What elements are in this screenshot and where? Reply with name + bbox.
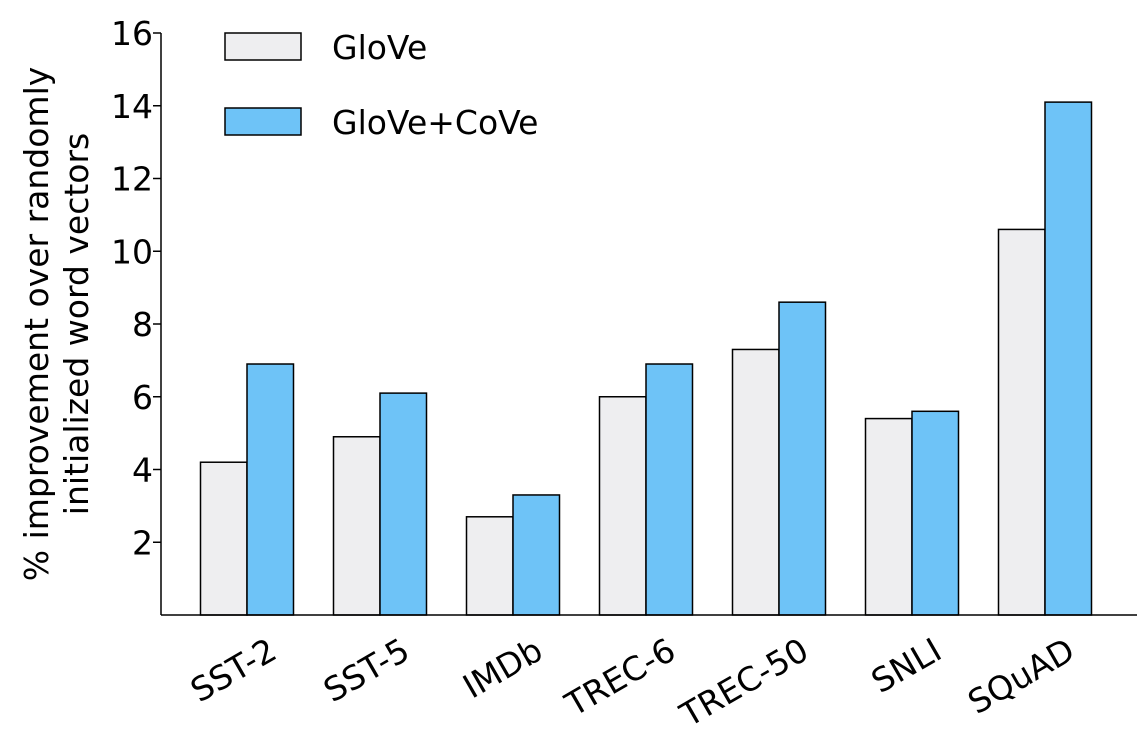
- bar-glove-snli: [864, 417, 913, 616]
- y-tick-label: 2: [132, 523, 153, 562]
- bar-glove-cove-trec-50: [778, 301, 827, 616]
- bar-glove-cove-imdb: [512, 494, 561, 616]
- bar-glove-cove-squad: [1044, 101, 1093, 616]
- bar-glove-trec-50: [731, 348, 780, 616]
- y-axis-title-line-1: % improvement over randomly: [17, 67, 56, 582]
- legend-label: GloVe: [332, 28, 427, 67]
- bar-glove-trec-6: [598, 396, 647, 616]
- bar-glove-cove-sst-2: [246, 363, 295, 616]
- y-tick-label: 16: [111, 14, 153, 53]
- y-tick-label: 6: [132, 378, 153, 417]
- bar-glove-cove-trec-6: [645, 363, 694, 616]
- legend: GloVe GloVe+CoVe: [224, 28, 538, 142]
- y-tick-label: 8: [132, 305, 153, 344]
- bar-glove-sst-5: [332, 436, 381, 616]
- bar-glove-squad: [997, 228, 1046, 616]
- x-tick-label: TREC-6: [558, 630, 682, 724]
- x-tick-label: SQuAD: [961, 630, 1081, 722]
- y-axis: 2 4 6 8 10 12 14 16: [111, 14, 162, 615]
- bar-glove-cove-snli: [911, 410, 960, 616]
- x-tick-label: SST-5: [317, 630, 416, 710]
- y-tick-label: 14: [111, 87, 153, 126]
- y-tick-label: 4: [132, 451, 153, 490]
- x-tick-label: SST-2: [184, 630, 283, 710]
- bars-group: [199, 101, 1093, 616]
- bar-glove-imdb: [465, 516, 514, 616]
- y-tick-label: 10: [111, 232, 153, 271]
- bar-glove-sst-2: [199, 461, 248, 616]
- y-axis-title-line-2: initialized word vectors: [57, 133, 96, 515]
- x-tick-label: SNLI: [865, 630, 948, 701]
- legend-swatch: [224, 107, 302, 136]
- bar-glove-cove-sst-5: [379, 392, 428, 616]
- x-tick-label: TREC-50: [673, 630, 815, 733]
- y-tick-label: 12: [111, 160, 153, 199]
- x-tick-label: IMDb: [456, 630, 549, 706]
- legend-swatch: [224, 32, 302, 61]
- legend-label: GloVe+CoVe: [332, 103, 538, 142]
